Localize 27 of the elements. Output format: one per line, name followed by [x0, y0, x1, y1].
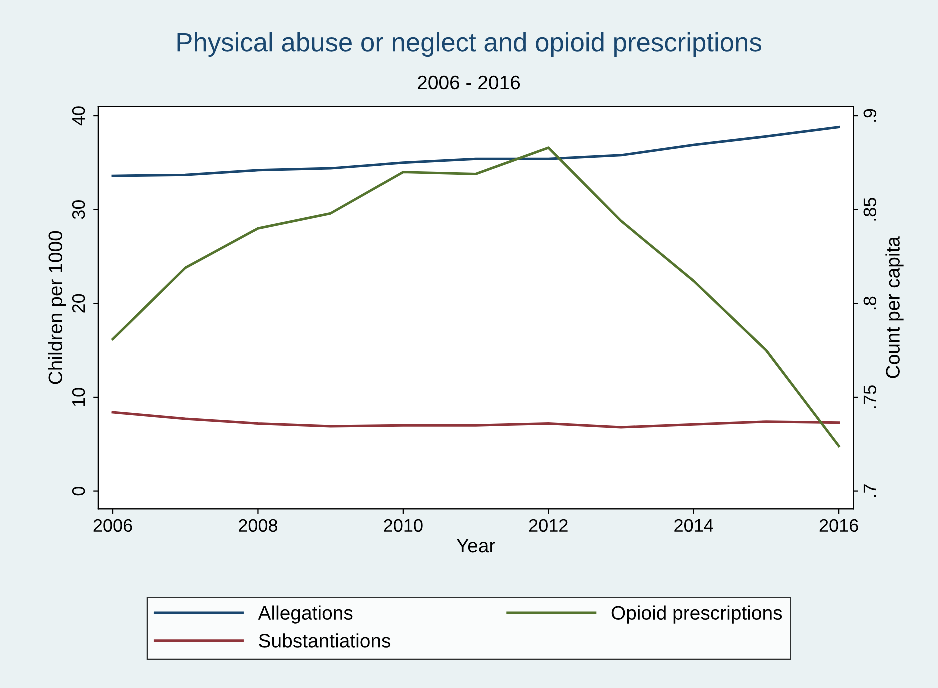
legend-label: Substantiations — [259, 634, 391, 648]
y2-tick-label: .85 — [864, 198, 877, 221]
line-series — [112, 146, 840, 448]
y-tick-label: 20 — [72, 294, 86, 313]
y2-tick-label: .9 — [864, 109, 877, 122]
chart-subtitle: 2006 - 2016 — [418, 76, 520, 90]
y-tick-label: 30 — [72, 200, 86, 220]
y2-tick-label: .75 — [864, 386, 877, 408]
y-tick-label: 10 — [72, 388, 86, 406]
line-series — [112, 126, 840, 178]
legend-label: Opioid prescriptions — [612, 606, 782, 624]
y2-tick-label: .7 — [864, 484, 876, 498]
y-tick-label: 0 — [72, 486, 86, 496]
chart-title: Physical abuse or neglect and opioid prescriptions — [178, 32, 762, 58]
x-tick-label: 2012 — [529, 519, 568, 532]
y2-axis-title: Count per capita — [886, 236, 904, 378]
x-axis-title: Year — [456, 539, 496, 553]
x-tick-label: 2008 — [239, 519, 278, 532]
y2-tick-label: .8 — [864, 296, 877, 310]
x-tick-label: 2006 — [94, 519, 132, 532]
x-tick-label: 2014 — [674, 519, 714, 532]
y-axis-title: Children per 1000 — [48, 231, 66, 384]
y-tick-label: 40 — [72, 106, 86, 126]
legend-label: Allegations — [258, 606, 353, 624]
x-tick-label: 2016 — [820, 519, 858, 532]
x-tick-label: 2010 — [384, 519, 423, 532]
line-series — [112, 411, 840, 429]
